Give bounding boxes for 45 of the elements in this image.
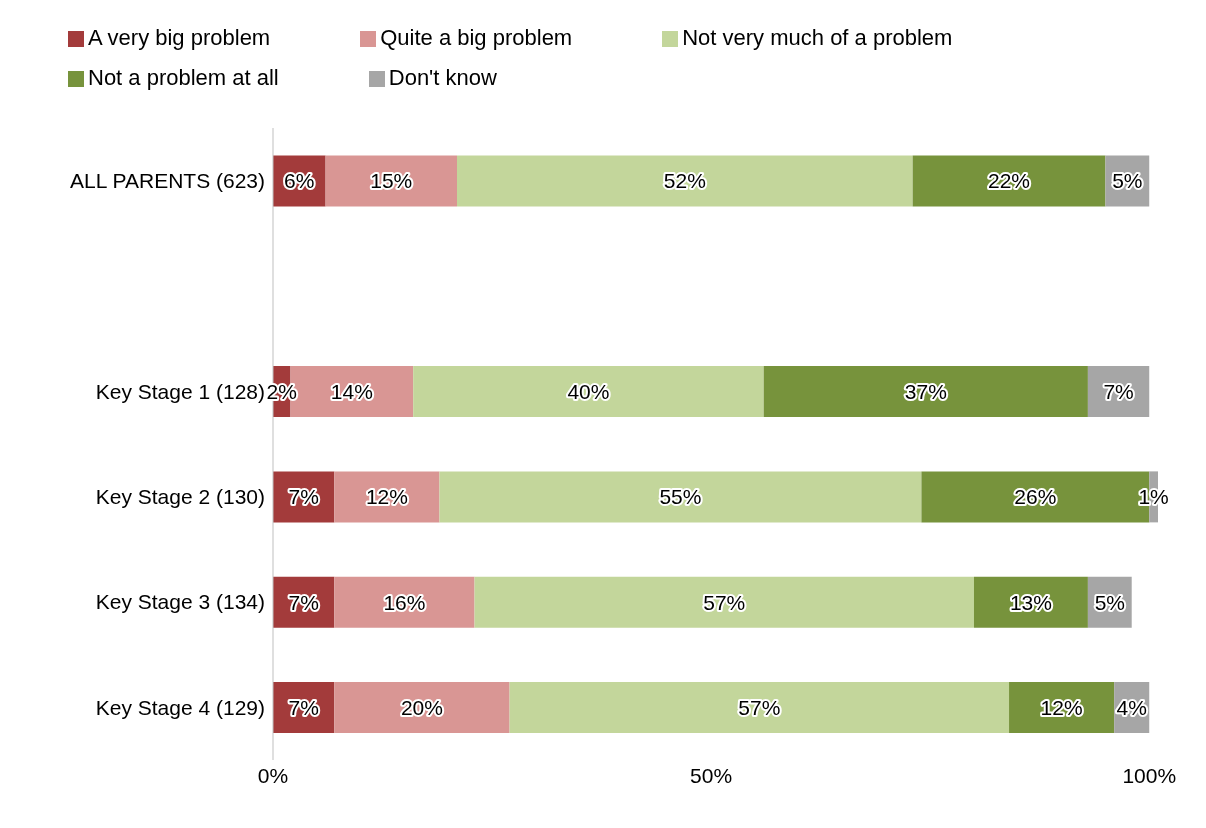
data-label: 7% bbox=[288, 485, 319, 509]
data-label: 7% bbox=[288, 590, 319, 614]
x-tick-label: 0% bbox=[257, 763, 289, 787]
bar bbox=[334, 576, 475, 628]
data-label: 57% bbox=[703, 590, 746, 614]
bar bbox=[334, 682, 510, 734]
x-tick-label: 50% bbox=[690, 763, 733, 787]
data-label: 16% bbox=[383, 590, 426, 614]
data-label: 5% bbox=[1112, 169, 1143, 193]
data-label: 22% bbox=[988, 169, 1031, 193]
bar bbox=[474, 576, 974, 628]
data-label: 4% bbox=[1116, 696, 1147, 720]
data-label: 57% bbox=[738, 696, 781, 720]
bar bbox=[439, 471, 922, 523]
data-label: 20% bbox=[400, 696, 443, 720]
data-label: 15% bbox=[370, 169, 413, 193]
y-tick-label: Key Stage 1 (128) bbox=[95, 379, 265, 403]
data-label: 14% bbox=[330, 380, 373, 404]
data-label: 12% bbox=[1040, 696, 1083, 720]
y-tick-label: Key Stage 2 (130) bbox=[95, 485, 265, 509]
data-label: 12% bbox=[365, 485, 408, 509]
data-label: 6% bbox=[284, 169, 315, 193]
data-label: 52% bbox=[663, 169, 706, 193]
legend-label: A very big problem bbox=[88, 25, 271, 50]
data-label: 26% bbox=[1014, 485, 1057, 509]
legend-label: Not a problem at all bbox=[88, 65, 279, 90]
bar bbox=[912, 155, 1106, 207]
data-label: 13% bbox=[1009, 590, 1052, 614]
legend-label: Quite a big problem bbox=[380, 25, 573, 50]
bar bbox=[763, 366, 1088, 418]
bar bbox=[509, 682, 1010, 734]
data-label: 55% bbox=[659, 485, 702, 509]
bar bbox=[413, 366, 764, 418]
legend-label: Don't know bbox=[388, 65, 497, 90]
legend-label: Not very much of a problem bbox=[682, 25, 953, 50]
y-tick-label: Key Stage 4 (129) bbox=[95, 695, 265, 719]
data-label: 7% bbox=[1103, 380, 1134, 404]
data-label: 37% bbox=[904, 380, 947, 404]
y-tick-label: ALL PARENTS (623) bbox=[70, 169, 265, 193]
data-label: 7% bbox=[288, 696, 319, 720]
y-tick-label: Key Stage 3 (134) bbox=[95, 590, 265, 614]
data-label: 5% bbox=[1094, 590, 1125, 614]
bar bbox=[457, 155, 913, 207]
x-tick-label: 100% bbox=[1122, 763, 1177, 787]
data-label: 40% bbox=[567, 380, 610, 404]
